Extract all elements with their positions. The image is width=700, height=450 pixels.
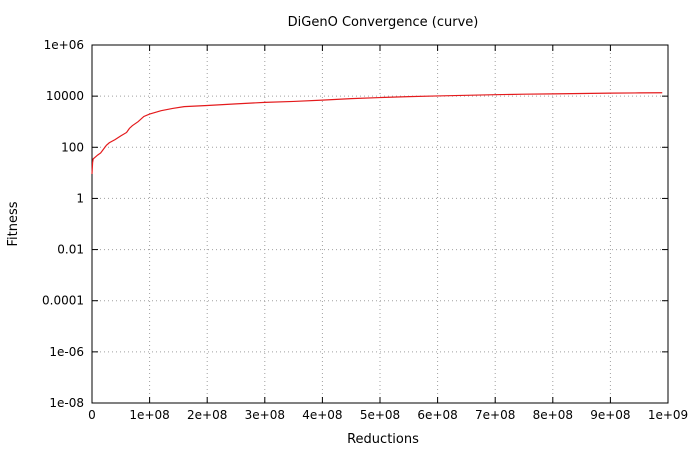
chart-title: DiGenO Convergence (curve)	[288, 15, 479, 30]
x-tick-label: 5e+08	[360, 408, 400, 422]
grid-lines	[92, 45, 668, 403]
y-axis-label: Fitness	[6, 201, 21, 246]
y-tick-label: 1	[76, 191, 84, 205]
series-layer	[91, 92, 663, 175]
y-tick-labels: 1e+06 10000 100 1 0.01 0.0001 1e-06 1e-08	[42, 38, 84, 410]
y-tick-label: 0.01	[57, 243, 84, 257]
x-tick-label: 1e+09	[648, 408, 688, 422]
x-tick-labels: 0 1e+08 2e+08 3e+08 4e+08 5e+08 6e+08 7e+08 8e+0…	[88, 408, 688, 422]
x-tick-label: 6e+08	[417, 408, 457, 422]
x-axis-label: Reductions	[347, 432, 419, 447]
y-tick-label: 100	[61, 140, 84, 154]
x-tick-label: 0	[88, 408, 96, 422]
y-tick-label: 1e-06	[49, 345, 84, 359]
y-tick-label: 1e+06	[44, 38, 84, 52]
y-tick-label: 10000	[46, 89, 84, 103]
x-tick-label: 7e+08	[475, 408, 515, 422]
series-line	[91, 92, 663, 175]
x-tick-label: 2e+08	[187, 408, 227, 422]
x-tick-label: 8e+08	[533, 408, 573, 422]
x-tick-label: 9e+08	[590, 408, 630, 422]
axis-ticks	[91, 44, 669, 404]
y-tick-label: 0.0001	[42, 294, 84, 308]
x-tick-label: 3e+08	[245, 408, 285, 422]
x-tick-label: 4e+08	[302, 408, 342, 422]
y-tick-label: 1e-08	[49, 396, 84, 410]
x-tick-label: 1e+08	[129, 408, 169, 422]
